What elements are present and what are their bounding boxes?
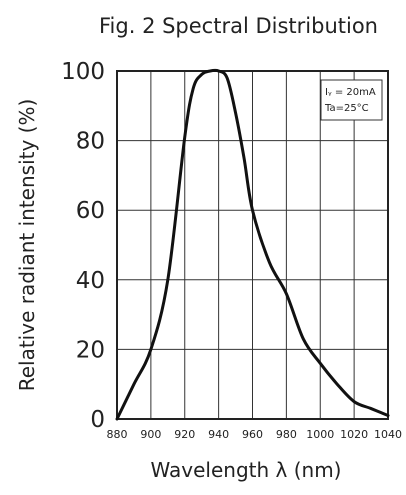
x-tick-label: 1040 — [374, 428, 402, 441]
y-tick-labels: 0 20 40 60 80 100 — [61, 59, 105, 433]
plot-frame — [116, 70, 389, 420]
legend-line-1: Iᵧ = 20mA — [325, 87, 376, 98]
x-tick-label: 940 — [208, 428, 229, 441]
x-tick-label: 880 — [107, 428, 128, 441]
y-tick-label: 80 — [76, 129, 105, 155]
y-tick-label: 100 — [61, 59, 105, 85]
y-axis-label: Relative radiant intensity (%) — [15, 99, 39, 392]
x-axis-label: Wavelength λ (nm) — [151, 458, 342, 482]
x-tick-label: 1020 — [340, 428, 368, 441]
y-tick-label: 40 — [76, 268, 105, 294]
y-tick-label: 20 — [76, 337, 105, 363]
y-tick-label: 0 — [90, 407, 105, 433]
series-line — [115, 68, 390, 421]
x-tick-label: 960 — [242, 428, 263, 441]
x-tick-label: 1000 — [306, 428, 334, 441]
x-tick-label: 980 — [276, 428, 297, 441]
x-tick-label: 920 — [174, 428, 195, 441]
chart-title: Fig. 2 Spectral Distribution — [99, 14, 378, 38]
x-tick-label: 900 — [140, 428, 161, 441]
legend-line-2: Ta=25°C — [324, 103, 369, 114]
grid — [117, 71, 388, 419]
y-tick-label: 60 — [76, 198, 105, 224]
x-tick-labels: 880 900 920 940 960 980 1000 1020 1040 — [107, 428, 403, 441]
legend-box — [320, 79, 383, 121]
